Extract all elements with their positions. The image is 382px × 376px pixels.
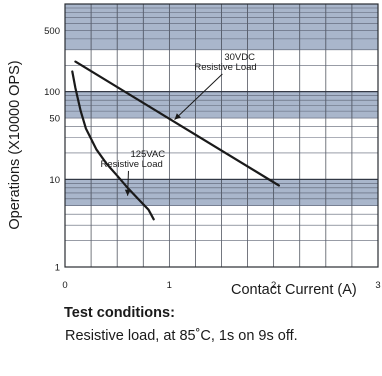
- plot-frame: [64, 3, 379, 268]
- x-tick-label: 0: [62, 280, 67, 291]
- x-axis-label: Contact Current (A): [231, 282, 357, 298]
- series-annotation-label: 125VAC: [130, 149, 165, 160]
- test-conditions-title: Test conditions:: [64, 305, 175, 321]
- y-tick-label: 10: [49, 175, 60, 186]
- annotation-arrowhead: [124, 189, 131, 196]
- x-tick-label: 1: [167, 280, 172, 291]
- x-tick-label: 3: [375, 280, 380, 291]
- test-conditions-text: Resistive load, at 85˚C, 1s on 9s off.: [65, 328, 298, 344]
- y-tick-label: 1: [55, 263, 60, 274]
- y-tick-label: 50: [49, 114, 60, 125]
- annotation-arrow-line: [174, 73, 223, 120]
- x-tick-label: 2: [271, 280, 276, 291]
- series-annotation-label: 30VDC: [224, 52, 255, 63]
- series-annotation-label: Resistive Load: [100, 159, 162, 170]
- series-line-0: [74, 60, 280, 187]
- annotation-arrowhead: [174, 113, 181, 120]
- y-tick-label: 100: [44, 87, 60, 98]
- series-annotation-label: Resistive Load: [194, 62, 256, 73]
- series-line-1: [71, 70, 155, 221]
- y-tick-label: 500: [44, 26, 60, 37]
